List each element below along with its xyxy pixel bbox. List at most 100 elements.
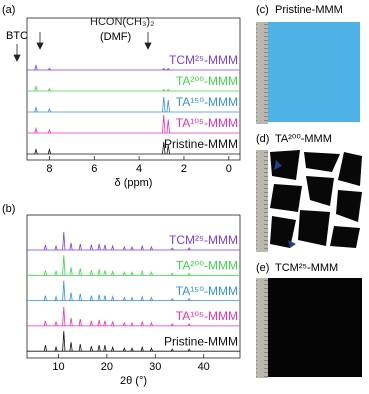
peak [89, 295, 93, 301]
peak [62, 306, 66, 326]
peak [162, 96, 166, 113]
peak [78, 243, 82, 251]
peak [149, 271, 153, 276]
x-tick-label: 40 [198, 361, 210, 373]
peak [78, 344, 82, 352]
x-tick-label: 2 [181, 163, 187, 175]
peak [54, 244, 58, 251]
peak [103, 320, 107, 326]
peak [122, 245, 126, 251]
peak [166, 88, 170, 92]
peak [34, 106, 38, 113]
photo-label: (c) [256, 4, 269, 16]
peak [187, 247, 191, 251]
peak [149, 245, 153, 251]
series-label: TCM²⁵-MMM [169, 53, 238, 67]
plot-frame [26, 17, 241, 161]
peak [89, 270, 93, 276]
peak [78, 318, 82, 326]
peak [47, 67, 52, 71]
photo-title: TCM²⁵-MMM [275, 262, 338, 274]
peak [89, 244, 93, 251]
peak [47, 87, 52, 92]
peak [122, 296, 126, 301]
peak [162, 114, 166, 134]
x-tick-label: 10 [52, 361, 64, 373]
ruler [256, 150, 268, 252]
series-label: TA²⁰⁰-MMM [176, 74, 238, 88]
peak [103, 345, 107, 352]
series-label: TA¹⁵⁰-MMM [176, 95, 238, 109]
peak [62, 331, 66, 352]
peak [166, 144, 170, 155]
x-tick-label: 6 [91, 163, 97, 175]
peak [62, 255, 66, 276]
peak [54, 269, 58, 276]
series-label: TA¹⁰⁵-MMM [176, 116, 238, 130]
peak [170, 323, 174, 327]
ruler [256, 278, 268, 378]
peak [111, 295, 115, 301]
photo [268, 22, 360, 122]
peak [122, 271, 126, 276]
peak [78, 268, 82, 276]
peak [89, 346, 93, 352]
peak [130, 321, 134, 327]
peak [54, 320, 58, 327]
peak [130, 245, 134, 251]
peak [149, 296, 153, 301]
peak [43, 270, 47, 276]
peak [69, 267, 73, 276]
peak [34, 127, 38, 134]
x-tick-label: 30 [149, 361, 161, 373]
peak [140, 269, 144, 276]
peak [149, 321, 153, 327]
peak [170, 247, 174, 251]
peak [103, 244, 107, 251]
x-tick-label: 4 [136, 163, 142, 175]
peak [43, 345, 47, 352]
ruler [256, 22, 268, 124]
series-label: TA¹⁰⁵-MMM [176, 309, 238, 323]
peak [97, 319, 101, 326]
peak [140, 295, 144, 301]
x-tick-label: 0 [226, 163, 232, 175]
series-label: Pristine-MMM [164, 334, 238, 348]
peak [69, 317, 73, 326]
peak [47, 128, 52, 134]
peak [43, 244, 47, 251]
peak [187, 323, 191, 327]
photo-fragments [268, 150, 362, 250]
peak [54, 295, 58, 301]
peak [166, 67, 170, 71]
peak [62, 231, 66, 251]
peak [43, 320, 47, 326]
x-axis-label: 2θ (°) [120, 375, 147, 387]
peak [187, 272, 191, 276]
peak [47, 148, 52, 155]
x-axis-label: δ (ppm) [115, 177, 153, 189]
peak [97, 294, 101, 301]
peak [140, 244, 144, 251]
peak [187, 348, 191, 352]
peak [34, 148, 38, 155]
peak [78, 293, 82, 301]
peak [130, 347, 134, 352]
panel-label: (a) [2, 4, 15, 16]
peak [170, 348, 174, 352]
peak [162, 88, 166, 92]
peak [140, 320, 144, 327]
panel-label: (b) [2, 203, 15, 215]
peak [187, 297, 191, 301]
peak [47, 107, 52, 113]
series-label: TA²⁰⁰-MMM [176, 258, 238, 272]
annotation: HCON(CH₃)₂ [90, 16, 154, 28]
peak [69, 292, 73, 301]
peak [111, 320, 115, 327]
peak [97, 269, 101, 276]
series-label: Pristine-MMM [164, 137, 238, 151]
photo-label: (e) [256, 262, 269, 274]
peak [34, 64, 38, 71]
peak [130, 296, 134, 301]
